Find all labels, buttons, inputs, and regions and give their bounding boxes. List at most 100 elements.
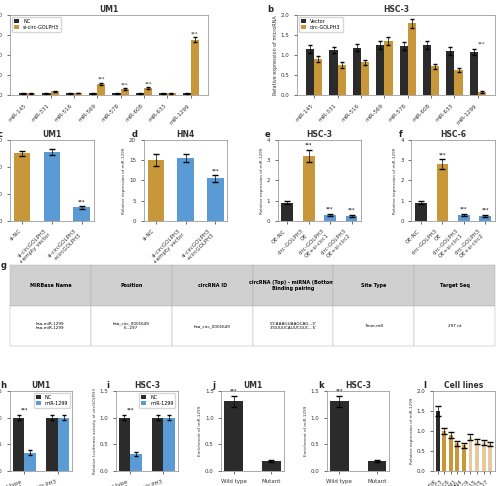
Text: ***: *** xyxy=(326,207,334,212)
Title: UM1: UM1 xyxy=(32,381,50,390)
Text: g: g xyxy=(0,261,6,270)
Bar xyxy=(456,443,460,471)
Bar xyxy=(400,46,407,95)
Text: ***: *** xyxy=(348,208,356,213)
Bar xyxy=(207,178,224,221)
Text: ***: *** xyxy=(144,82,152,87)
Text: l: l xyxy=(424,381,426,390)
Text: ***: *** xyxy=(98,77,105,82)
Text: ***: *** xyxy=(482,208,489,213)
Text: ***: *** xyxy=(230,388,237,393)
Bar xyxy=(13,417,24,471)
Text: d: d xyxy=(131,130,137,139)
Text: ***: *** xyxy=(438,152,446,157)
Bar xyxy=(112,93,120,95)
Bar xyxy=(415,203,427,221)
Bar xyxy=(144,88,152,95)
Text: ***: *** xyxy=(478,41,486,47)
Bar xyxy=(224,401,243,471)
Title: UM1: UM1 xyxy=(100,5,118,14)
Text: ***: *** xyxy=(336,388,343,393)
Legend: NC, miR-1299: NC, miR-1299 xyxy=(34,393,70,408)
Bar xyxy=(148,160,164,221)
Bar xyxy=(303,156,314,221)
Bar xyxy=(376,45,384,95)
Bar xyxy=(66,93,74,95)
Y-axis label: Relative expression of miR-1299: Relative expression of miR-1299 xyxy=(410,398,414,464)
Bar xyxy=(98,84,106,95)
Bar xyxy=(74,208,90,221)
Title: HSC-3: HSC-3 xyxy=(134,381,160,390)
Bar xyxy=(42,93,50,95)
Bar xyxy=(368,461,386,471)
Bar xyxy=(408,23,416,95)
Bar xyxy=(89,93,98,95)
Bar xyxy=(118,417,130,471)
Text: k: k xyxy=(318,381,324,390)
Text: ***: *** xyxy=(78,200,86,205)
Bar xyxy=(478,92,486,95)
Title: HSC-3: HSC-3 xyxy=(383,5,409,14)
Bar xyxy=(361,62,369,95)
Bar xyxy=(164,417,175,471)
Bar xyxy=(159,93,168,95)
Title: UM1: UM1 xyxy=(42,130,62,139)
Bar xyxy=(19,93,27,95)
Bar xyxy=(168,93,175,95)
Y-axis label: Enrichment of miR-1299: Enrichment of miR-1299 xyxy=(304,406,308,456)
Bar xyxy=(74,93,82,95)
Bar xyxy=(446,51,454,95)
Bar xyxy=(458,215,470,221)
Text: j: j xyxy=(212,381,215,390)
Bar xyxy=(58,417,70,471)
Title: Cell lines: Cell lines xyxy=(444,381,484,390)
Text: ***: *** xyxy=(460,207,468,212)
Bar xyxy=(482,442,486,471)
Text: ***: *** xyxy=(191,32,198,36)
Text: f: f xyxy=(399,130,402,139)
Bar xyxy=(330,401,349,471)
Bar xyxy=(191,40,199,95)
Y-axis label: Enrichment of miR-1299: Enrichment of miR-1299 xyxy=(198,406,202,456)
Bar xyxy=(480,216,491,221)
Y-axis label: Relative expression of miR-1299: Relative expression of miR-1299 xyxy=(260,147,264,213)
Bar xyxy=(384,41,392,95)
Bar xyxy=(152,417,164,471)
Bar xyxy=(436,164,448,221)
Text: ***: *** xyxy=(212,168,219,173)
Text: e: e xyxy=(265,130,271,139)
Bar xyxy=(282,203,293,221)
Y-axis label: Relative Luciferase activity of circGOLPH3: Relative Luciferase activity of circGOLP… xyxy=(92,388,96,474)
Title: HSC-3: HSC-3 xyxy=(306,130,332,139)
Bar xyxy=(338,65,346,95)
Text: ***: *** xyxy=(121,82,128,87)
Bar xyxy=(346,216,358,221)
Y-axis label: Relative expression of miR-1299: Relative expression of miR-1299 xyxy=(394,147,398,213)
Legend: NC, si-circ-GOLPH3: NC, si-circ-GOLPH3 xyxy=(12,17,61,32)
Bar xyxy=(50,91,58,95)
Bar xyxy=(14,154,30,221)
Text: i: i xyxy=(106,381,110,390)
Text: b: b xyxy=(268,5,274,14)
Bar xyxy=(182,93,191,95)
Bar xyxy=(442,431,446,471)
Bar xyxy=(136,93,144,95)
Bar xyxy=(462,445,466,471)
Title: HSC-6: HSC-6 xyxy=(440,130,466,139)
Title: HN4: HN4 xyxy=(176,130,194,139)
Bar xyxy=(449,435,452,471)
Bar xyxy=(130,454,142,471)
Bar xyxy=(470,52,478,95)
Bar xyxy=(423,45,431,95)
Bar xyxy=(27,93,36,95)
Bar xyxy=(488,444,492,471)
Bar xyxy=(454,70,462,95)
Text: h: h xyxy=(0,381,6,390)
Bar xyxy=(46,417,58,471)
Bar xyxy=(178,158,194,221)
Y-axis label: Relative expression of miR-1299: Relative expression of miR-1299 xyxy=(122,147,126,213)
Bar xyxy=(353,48,361,95)
Bar xyxy=(262,461,281,471)
Text: ***: *** xyxy=(20,407,28,412)
Bar xyxy=(324,215,336,221)
